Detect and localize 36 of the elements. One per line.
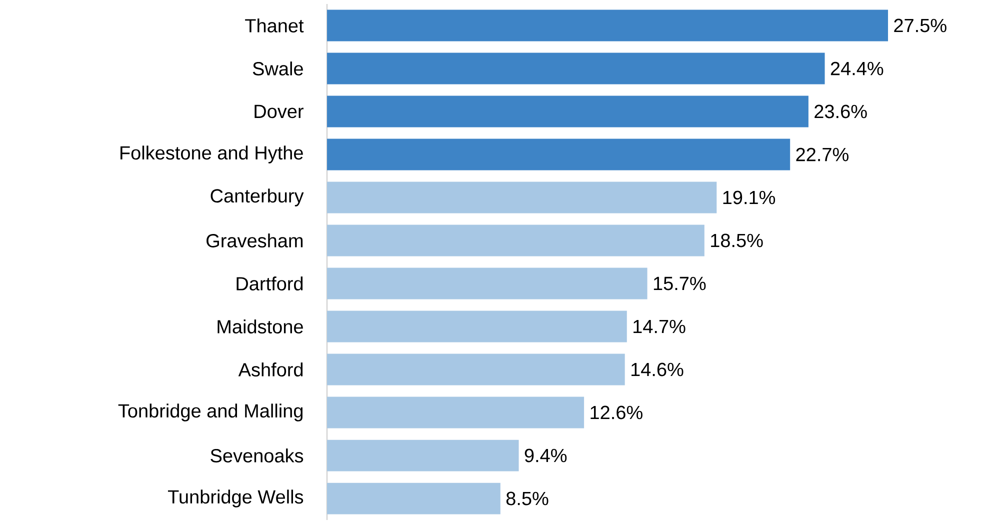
- bar: [327, 310, 627, 342]
- data-label: 23.6%: [814, 104, 867, 118]
- y-tick-label: Folkestone and Hythe: [120, 146, 303, 164]
- bar: [327, 182, 717, 214]
- y-tick-label: Dartford: [236, 276, 303, 290]
- y-tick-label: Sevenoaks: [210, 448, 304, 462]
- y-tick-label: Canterbury: [210, 188, 304, 206]
- y-tick-label: Swale: [252, 62, 303, 76]
- y-tick-label: Maidstone: [218, 320, 303, 334]
- y-tick-label: Tonbridge and Malling: [118, 404, 303, 422]
- bar: [327, 268, 648, 300]
- y-tick-label: Thanet: [245, 18, 304, 32]
- bar: [327, 396, 584, 428]
- data-label: 8.5%: [506, 492, 548, 506]
- bar: [327, 10, 888, 42]
- data-label: 9.4%: [524, 448, 567, 462]
- bar: [327, 96, 808, 128]
- y-tick-label: Ashford: [238, 362, 303, 376]
- data-label: 14.6%: [632, 362, 684, 376]
- data-label: 12.6%: [590, 406, 642, 420]
- bar: [327, 354, 625, 386]
- data-label: 27.5%: [894, 18, 946, 32]
- bar: [327, 138, 790, 170]
- data-label: 22.7%: [796, 148, 848, 162]
- bar: [327, 224, 704, 256]
- data-label: 18.5%: [711, 234, 763, 248]
- data-label: 15.7%: [654, 276, 706, 290]
- data-label: 24.4%: [830, 62, 884, 76]
- data-label: 19.1%: [723, 190, 776, 204]
- y-tick-label: Dover: [254, 104, 304, 118]
- y-tick-label: Gravesham: [206, 234, 303, 248]
- bar: [327, 440, 519, 472]
- data-label: 14.7%: [634, 320, 686, 334]
- y-tick-label: Tunbridge Wells: [168, 490, 304, 508]
- bar: [327, 52, 825, 84]
- bar: [327, 482, 500, 514]
